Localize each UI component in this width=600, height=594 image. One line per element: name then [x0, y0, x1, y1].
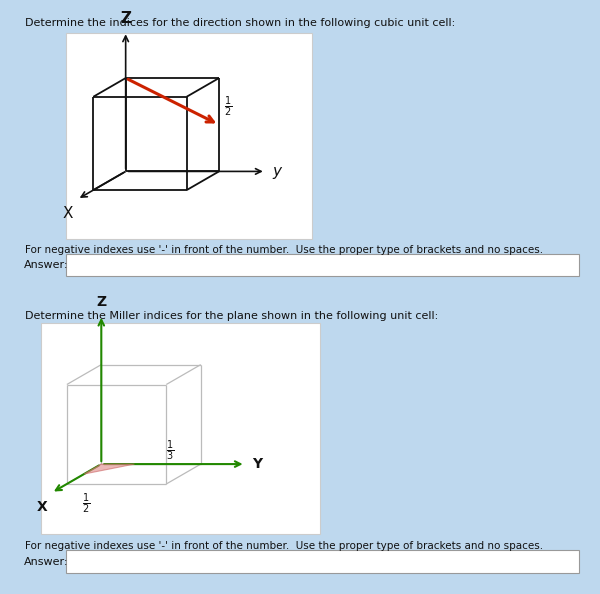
Text: For negative indexes use '-' in front of the number.  Use the proper type of bra: For negative indexes use '-' in front of…	[25, 541, 543, 551]
Text: $\frac{1}{2}$: $\frac{1}{2}$	[82, 492, 90, 516]
Text: X: X	[37, 500, 47, 514]
Text: Z: Z	[96, 295, 106, 309]
FancyBboxPatch shape	[41, 323, 320, 534]
Text: Answer:: Answer:	[24, 260, 68, 270]
Text: Determine the Miller indices for the plane shown in the following unit cell:: Determine the Miller indices for the pla…	[25, 311, 438, 321]
FancyBboxPatch shape	[67, 33, 311, 239]
Text: For negative indexes use '-' in front of the number.  Use the proper type of bra: For negative indexes use '-' in front of…	[25, 245, 543, 255]
Polygon shape	[84, 464, 134, 474]
Text: Answer:: Answer:	[24, 557, 68, 567]
FancyBboxPatch shape	[67, 254, 580, 276]
Text: Y: Y	[253, 457, 263, 471]
Text: Z: Z	[120, 11, 131, 26]
Text: y: y	[272, 164, 281, 179]
Text: X: X	[63, 206, 73, 221]
Text: Determine the indices for the direction shown in the following cubic unit cell:: Determine the indices for the direction …	[25, 18, 455, 29]
FancyBboxPatch shape	[67, 550, 580, 573]
Text: $\frac{1}{3}$: $\frac{1}{3}$	[166, 439, 175, 463]
Text: $\frac{1}{2}$: $\frac{1}{2}$	[224, 95, 232, 119]
